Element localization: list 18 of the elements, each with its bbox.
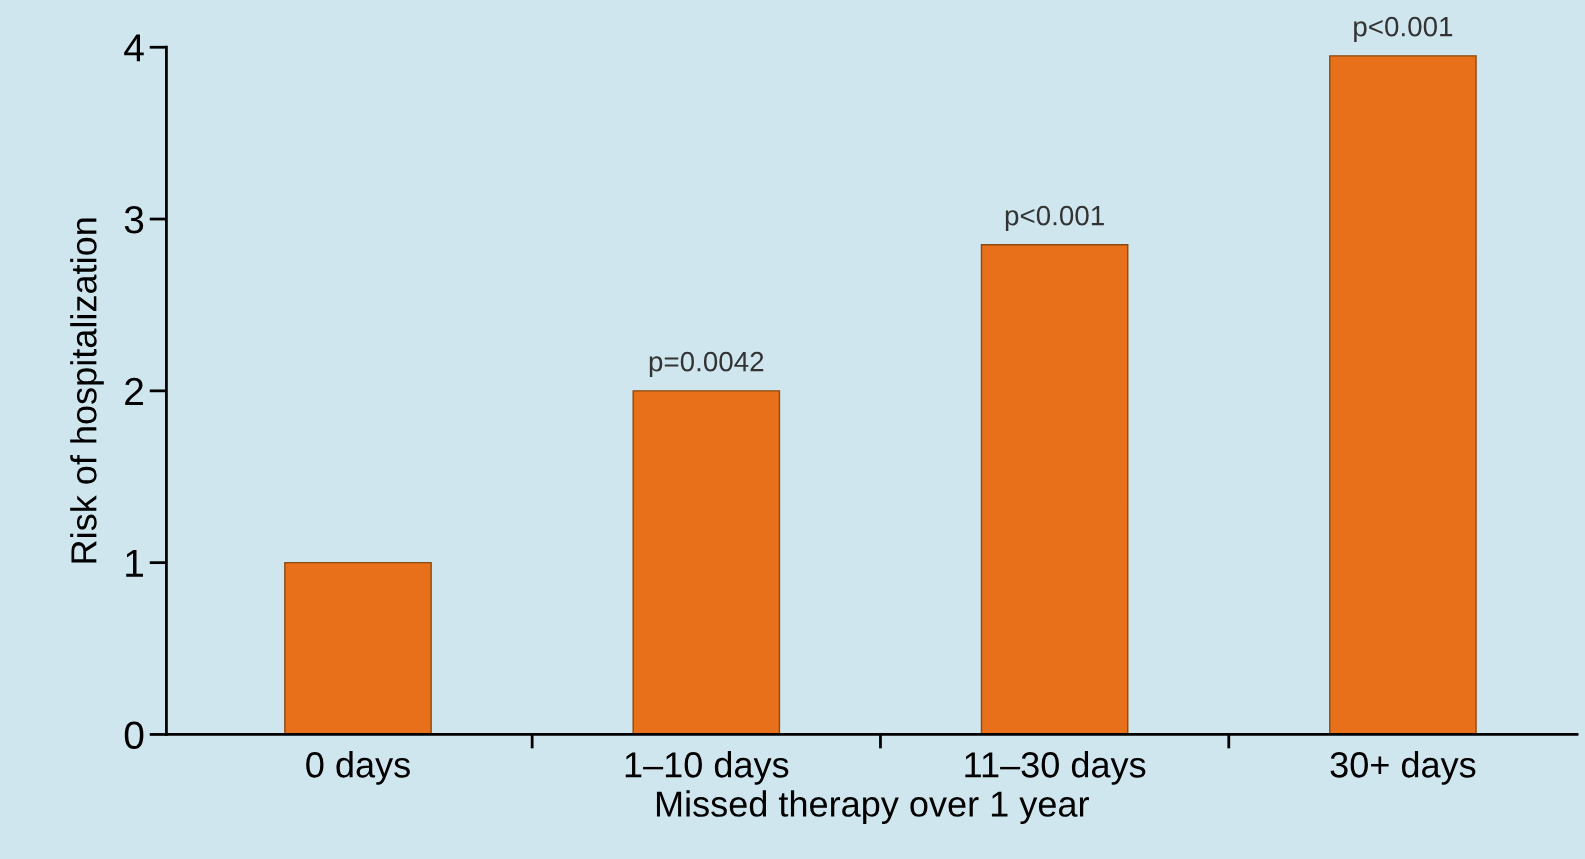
y-tick-label: 2 (125, 377, 143, 405)
y-tick-label: 4 (124, 34, 144, 62)
bar (632, 390, 781, 735)
y-tick-label: 0 (124, 721, 144, 749)
x-axis-title: Missed therapy over 1 year (656, 790, 1089, 824)
y-tick-label: 3 (124, 205, 144, 234)
bar (1329, 55, 1477, 735)
x-tick-label: 11–30 days (965, 751, 1146, 785)
bar (980, 244, 1129, 735)
y-tick-label: 1 (126, 549, 143, 577)
annotation: p=0.0042 (649, 351, 764, 377)
y-axis-title: Risk of hospitalization (70, 218, 104, 563)
annotation: p<0.001 (1354, 16, 1453, 42)
x-tick-label: 0 days (306, 751, 410, 785)
x-tick-label: 30+ days (1330, 751, 1476, 785)
bar (284, 561, 432, 735)
x-tick-label: 1–10 days (625, 751, 789, 785)
annotation: p<0.001 (1005, 205, 1104, 231)
